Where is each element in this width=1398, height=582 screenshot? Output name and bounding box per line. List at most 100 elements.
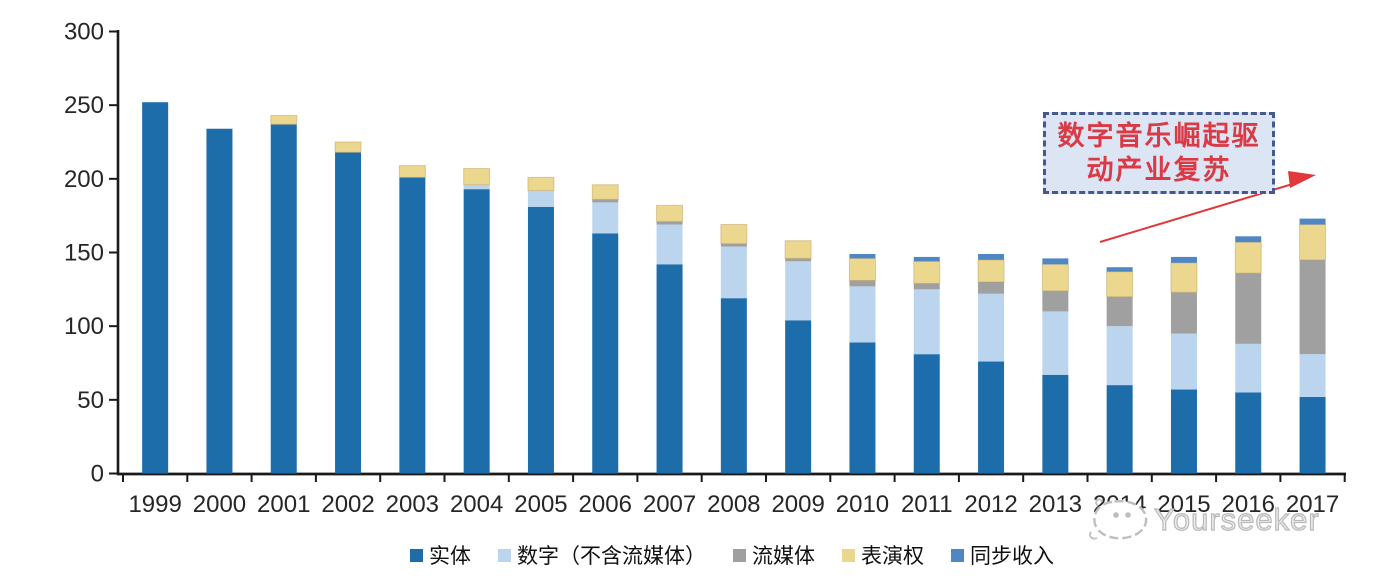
- bar-segment: [591, 184, 619, 200]
- bar-segment: [720, 224, 748, 245]
- bar-segment: [1170, 333, 1197, 390]
- bar-segment: [1041, 263, 1069, 292]
- chart-legend: 实体 数字（不含流媒体） 流媒体 表演权 同步收入: [118, 541, 1346, 569]
- watermark: Yourseeker: [1088, 494, 1320, 546]
- bar-segment: [913, 354, 940, 474]
- yourseeker-logo-icon: [1088, 498, 1148, 540]
- bar-segment: [720, 246, 747, 299]
- bar-segment: [1235, 273, 1262, 344]
- x-axis-category-label: 2016: [1222, 491, 1275, 518]
- y-axis-tick-label: 100: [64, 313, 104, 340]
- bar-segment: [784, 240, 812, 259]
- y-axis-tick-label: 200: [64, 166, 104, 193]
- bar-segment: [849, 280, 876, 287]
- bar-segment: [1170, 292, 1197, 334]
- y-axis-tick-label: 150: [64, 240, 104, 267]
- bar-segment: [142, 102, 169, 474]
- bar-segment: [656, 224, 683, 265]
- legend-item: 表演权: [842, 540, 924, 570]
- bar-segment: [527, 206, 554, 474]
- bar-segment: [913, 283, 940, 290]
- annotation-callout: 数字音乐崛起驱 动产业复苏: [1043, 112, 1275, 194]
- x-axis-category-label: 2002: [321, 491, 374, 518]
- bar-segment: [335, 152, 362, 474]
- bar-segment: [913, 260, 941, 284]
- bar-segment: [1299, 224, 1327, 261]
- watermark-text: Yourseeker: [1153, 501, 1320, 537]
- bar-segment: [206, 128, 233, 474]
- bar-segment: [1106, 267, 1133, 272]
- bar-segment: [656, 221, 683, 225]
- bar-segment: [592, 202, 619, 234]
- bar-segment: [978, 253, 1005, 260]
- bar-segment: [1170, 262, 1198, 293]
- legend-label: 同步收入: [970, 544, 1054, 568]
- bar-segment: [849, 253, 876, 259]
- bar-segment: [978, 361, 1005, 474]
- bar-segment: [463, 184, 490, 190]
- bar-segment: [1235, 343, 1262, 393]
- bar-segment: [978, 281, 1005, 294]
- bar-segment: [913, 256, 940, 262]
- x-axis-category-label: 1999: [128, 491, 181, 518]
- bar-segment: [913, 289, 940, 355]
- bar-segment: [656, 264, 683, 474]
- bar-segment: [720, 298, 747, 474]
- bar-segment: [592, 199, 619, 203]
- x-axis-category-label: 2001: [257, 491, 310, 518]
- bar-segment: [1042, 258, 1069, 265]
- bar-segment: [1106, 326, 1133, 386]
- annotation-text-line2: 动产业复苏: [1086, 155, 1232, 185]
- bar-segment: [527, 176, 555, 192]
- legend-label: 表演权: [861, 544, 924, 568]
- x-axis-category-label: 2003: [386, 491, 439, 518]
- x-axis-category-label: 2009: [771, 491, 824, 518]
- x-axis-category-label: 2012: [964, 491, 1017, 518]
- bar-segment: [978, 293, 1005, 362]
- bar-segment: [1235, 392, 1262, 474]
- bar-segment: [1299, 259, 1326, 355]
- bar-segment: [1042, 374, 1069, 474]
- bar-segment: [1042, 311, 1069, 375]
- legend-item: 同步收入: [951, 540, 1054, 570]
- bar-segment: [1235, 236, 1262, 243]
- bar-segment: [1170, 389, 1197, 474]
- bar-segment: [848, 257, 876, 281]
- legend-marker-icon: [498, 548, 511, 562]
- bar-segment: [849, 286, 876, 343]
- bar-segment: [785, 320, 812, 474]
- bar-segment: [527, 190, 554, 207]
- bar-segment: [270, 124, 297, 474]
- legend-label: 流媒体: [752, 544, 815, 568]
- x-axis-category-label: 2005: [514, 491, 567, 518]
- y-axis-tick-label: 50: [77, 387, 104, 414]
- annotation-text-line1: 数字音乐崛起驱: [1057, 121, 1261, 151]
- legend-label: 实体: [429, 544, 471, 568]
- legend-marker-icon: [733, 548, 746, 562]
- bar-segment: [592, 233, 619, 474]
- x-axis-category-label: 2017: [1286, 491, 1339, 518]
- bar-segment: [463, 189, 490, 474]
- bar-segment: [1299, 354, 1326, 397]
- bar-segment: [849, 342, 876, 474]
- x-axis-category-label: 2015: [1157, 491, 1210, 518]
- legend-marker-icon: [951, 548, 964, 562]
- bar-segment: [1299, 218, 1326, 225]
- legend-item: 数字（不含流媒体）: [498, 540, 706, 570]
- bar-segment: [1106, 271, 1134, 298]
- bar-segment: [1106, 385, 1133, 474]
- bar-segment: [463, 168, 491, 186]
- x-axis-category-label: 2010: [836, 491, 889, 518]
- annotation-arrow-head-icon: [1288, 171, 1316, 188]
- x-axis-category-label: 2013: [1029, 491, 1082, 518]
- x-axis-category-label: 2007: [643, 491, 696, 518]
- bar-segment: [1170, 256, 1197, 263]
- bar-segment: [785, 258, 812, 262]
- bar-segment: [399, 177, 426, 474]
- bar-segment: [1042, 290, 1069, 312]
- bar-segment: [270, 114, 298, 125]
- bar-segment: [398, 165, 426, 178]
- legend-marker-icon: [842, 548, 855, 562]
